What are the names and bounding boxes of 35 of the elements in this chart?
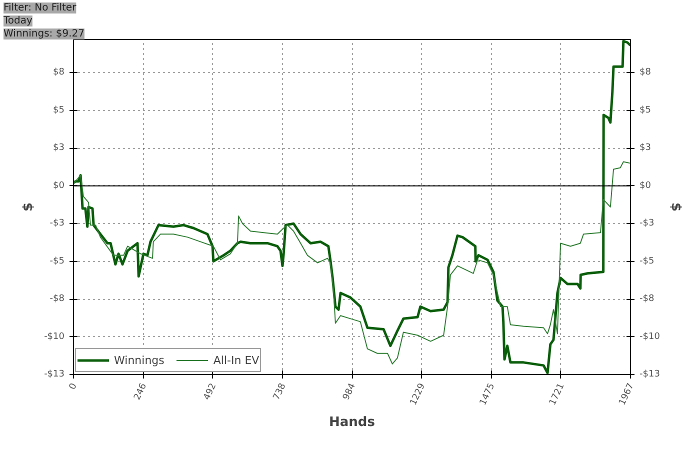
y2-tick-label: $3: [640, 143, 651, 154]
x-tick-label: 0: [68, 382, 80, 392]
y2-tick-label: -$8: [640, 294, 654, 304]
y2-tick-label: -$13: [640, 370, 660, 380]
y-tick-label: $3: [53, 143, 64, 154]
y-tick-label: -$13: [44, 370, 65, 380]
legend-label: All-In EV: [213, 354, 260, 366]
y-tick-label: -$10: [44, 332, 65, 342]
legend-label: Winnings: [114, 354, 164, 366]
x-tick-label: 1475: [478, 382, 498, 408]
y2-tick-label: $5: [640, 105, 651, 116]
x-tick-label: 738: [272, 382, 288, 402]
x-tick-label: 246: [132, 382, 150, 402]
y-tick-label: -$3: [50, 218, 65, 229]
y-tick-label: $0: [53, 180, 65, 191]
text: Winnings: $9.27: [4, 28, 84, 40]
y2-tick-label: -$3: [640, 218, 654, 229]
y2-tick-label: -$5: [640, 256, 654, 266]
x-tick-label: 492: [202, 382, 219, 402]
text: Today: [2, 16, 33, 26]
y-tick-label: -$8: [50, 294, 65, 304]
x-tick-label: 984: [342, 382, 358, 402]
text: Filter: No Filter: [4, 2, 78, 14]
y2-tick-label: $0: [640, 180, 652, 191]
y2-tick-label: $8: [640, 68, 652, 78]
y-axis-title: $: [21, 202, 36, 212]
x-tick-label: 1721: [548, 382, 567, 408]
y2-axis-title: $: [668, 202, 683, 212]
x-tick-label: 1967: [618, 382, 636, 408]
x-tick-label: 1229: [408, 382, 428, 408]
y-tick-label: $5: [53, 105, 64, 116]
y2-tick-label: -$10: [640, 332, 660, 342]
x-axis-title: Hands: [329, 415, 376, 430]
y-tick-label: $8: [53, 68, 65, 78]
y-tick-label: -$5: [50, 256, 65, 266]
